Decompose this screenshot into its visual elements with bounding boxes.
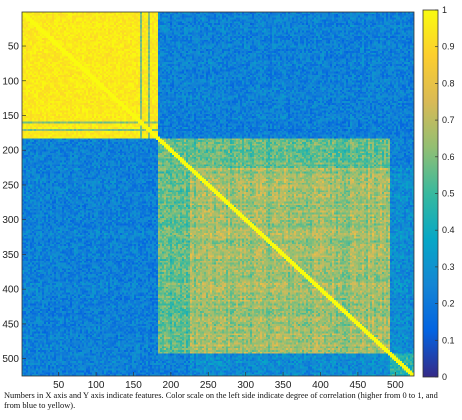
y-tick-label: 250 [2,180,19,191]
x-tick-label: 450 [350,380,367,390]
y-tick-label: 300 [2,215,19,226]
x-tick-label: 400 [312,380,329,390]
y-tick-label: 450 [2,319,19,330]
x-tick-label: 300 [237,380,254,390]
colorbar-tick-label: 0.9 [442,42,455,52]
y-tick-label: 150 [2,111,19,122]
figure-caption: Numbers in X axis and Y axis indicate fe… [4,391,438,410]
colorbar-tick-label: 0.6 [442,152,455,162]
colorbar-ticks: 0 0.1 0.2 0.3 0.4 0.5 0.6 0.7 0.8 0.9 1 [435,5,455,382]
x-tick-label: 100 [88,380,105,390]
y-tick-label: 50 [8,42,20,53]
heatmap-layer [22,12,414,376]
y-tick-label: 100 [2,76,19,87]
plot-frame [21,11,415,377]
axis-layer: 50 100 150 200 250 300 350 400 450 500 50 100 150 200… [2,42,404,390]
y-tick-label: 200 [2,146,19,157]
colorbar-tick-label: 0.2 [442,299,455,309]
x-tick-label: 500 [387,380,404,390]
colorbar-tick-label: 0.1 [442,335,455,345]
colorbar-tick-label: 0 [442,372,447,382]
colorbar-tick-label: 0.4 [442,225,455,235]
y-tick-label: 350 [2,250,19,261]
colorbar-tick-label: 0.5 [442,189,455,199]
y-tick-label: 500 [2,354,19,365]
x-tick-label: 350 [275,380,292,390]
heatmap-cells [22,12,414,376]
x-tick-label: 200 [163,380,180,390]
colorbar-tick-label: 0.3 [442,262,455,272]
x-tick-label: 250 [200,380,217,390]
x-tick-label: 150 [125,380,142,390]
colorbar-tick-label: 1 [442,5,447,15]
colorbar-tick-label: 0.7 [442,115,455,125]
x-tick-label: 50 [53,380,65,390]
colorbar-tick-label: 0.8 [442,78,455,88]
correlation-heatmap-chart: 50 100 150 200 250 300 350 400 450 500 50 100 150 200… [2,5,455,390]
y-tick-label: 400 [2,285,19,296]
